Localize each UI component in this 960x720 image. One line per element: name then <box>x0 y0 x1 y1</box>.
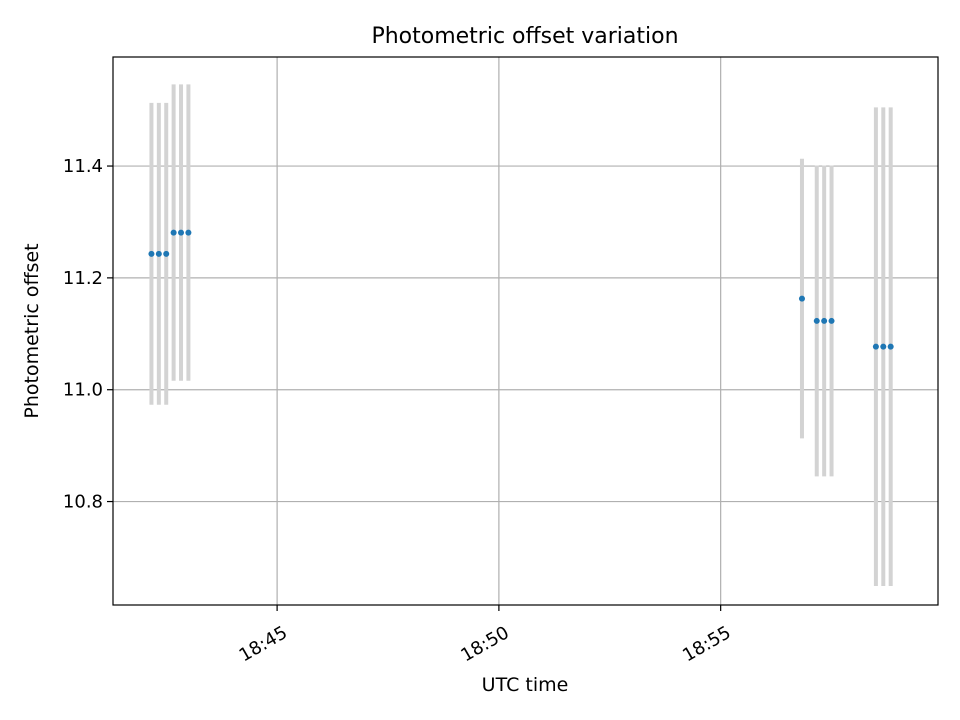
data-point <box>828 317 835 324</box>
y-tick-label: 11.0 <box>63 380 103 401</box>
data-point <box>880 343 887 350</box>
y-tick-label: 10.8 <box>63 492 103 513</box>
data-point <box>163 250 170 257</box>
y-tick-label: 11.4 <box>63 156 103 177</box>
plot-frame <box>112 56 939 606</box>
data-point <box>148 250 155 257</box>
data-point <box>155 250 162 257</box>
data-point <box>887 343 894 350</box>
x-axis-label: UTC time <box>482 674 569 696</box>
data-point <box>185 229 192 236</box>
chart-title: Photometric offset variation <box>371 24 678 49</box>
data-point <box>798 295 805 302</box>
data-point <box>178 229 185 236</box>
y-axis-label: Photometric offset <box>21 243 43 418</box>
y-tick-label: 11.2 <box>63 268 103 289</box>
y-axis-ticks: 10.8 11.0 11.2 11.4 <box>63 156 113 513</box>
data-points <box>148 229 894 350</box>
data-point <box>821 317 828 324</box>
data-point <box>813 317 820 324</box>
data-point <box>872 343 879 350</box>
data-point <box>170 229 177 236</box>
